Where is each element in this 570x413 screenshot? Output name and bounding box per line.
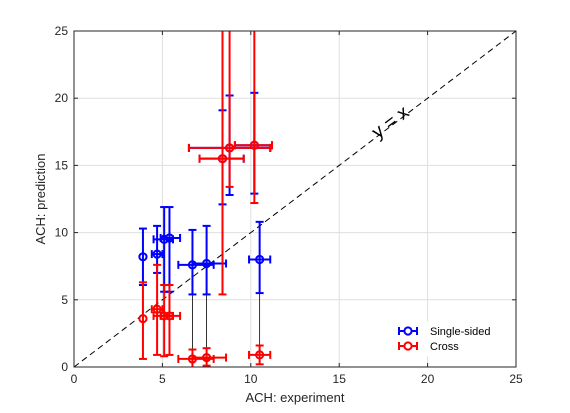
marker-circle [138,314,148,324]
data-point [138,281,148,360]
x-tick-label: 10 [244,372,258,386]
y-tick-label: 25 [55,24,69,38]
legend-box [393,321,506,357]
reference-line-group [73,30,517,368]
y-tick-label: 5 [61,293,68,307]
marker-circle [249,140,259,150]
x-tick-label: 15 [333,372,347,386]
data-point [191,224,228,296]
legend-item: Cross [398,341,459,353]
x-tick-label: 20 [421,372,435,386]
x-tick-label: 25 [509,372,523,386]
legend-label: Cross [430,341,459,353]
marker-circle [152,304,162,314]
data-point [248,344,272,366]
legend-swatch-marker [403,326,413,336]
legend-item: Single-sided [398,326,491,338]
y-tick-label: 0 [61,360,68,374]
x-tick-label: 5 [159,372,166,386]
data-point [248,220,272,295]
data-point [198,31,245,296]
legend-label: Single-sided [430,326,491,338]
axes-box [73,30,517,368]
y-tick-label: 10 [55,226,69,240]
marker-circle [255,350,265,360]
data-point [159,284,182,356]
data-point [191,347,228,367]
legend: Single-sided Cross [393,321,506,357]
series-cross [138,31,274,367]
x-axis-label: ACH: experiment [246,390,345,405]
axes [73,30,517,368]
data-point [159,206,182,293]
marker-circle [164,311,175,321]
marker-circle [202,258,212,269]
tick-labels: 0 5 10 15 20 25 0 5 10 15 20 25 [55,24,523,386]
marker-circle [138,252,148,262]
series-layer [138,31,274,367]
legend-swatch-marker [403,341,413,351]
data-point [233,31,274,205]
x-tick-label: 0 [71,372,78,386]
marker-circle [164,233,175,243]
reference-line [73,30,517,368]
y-axis-label: ACH: prediction [33,153,48,244]
marker-circle [217,154,228,164]
data-point [177,348,215,367]
marker-circle [202,352,212,363]
y-tick-label: 15 [55,158,69,172]
marker-circle [152,249,162,259]
y-tick-label: 20 [55,91,69,105]
marker-circle [224,143,235,153]
marker-circle [255,254,265,265]
